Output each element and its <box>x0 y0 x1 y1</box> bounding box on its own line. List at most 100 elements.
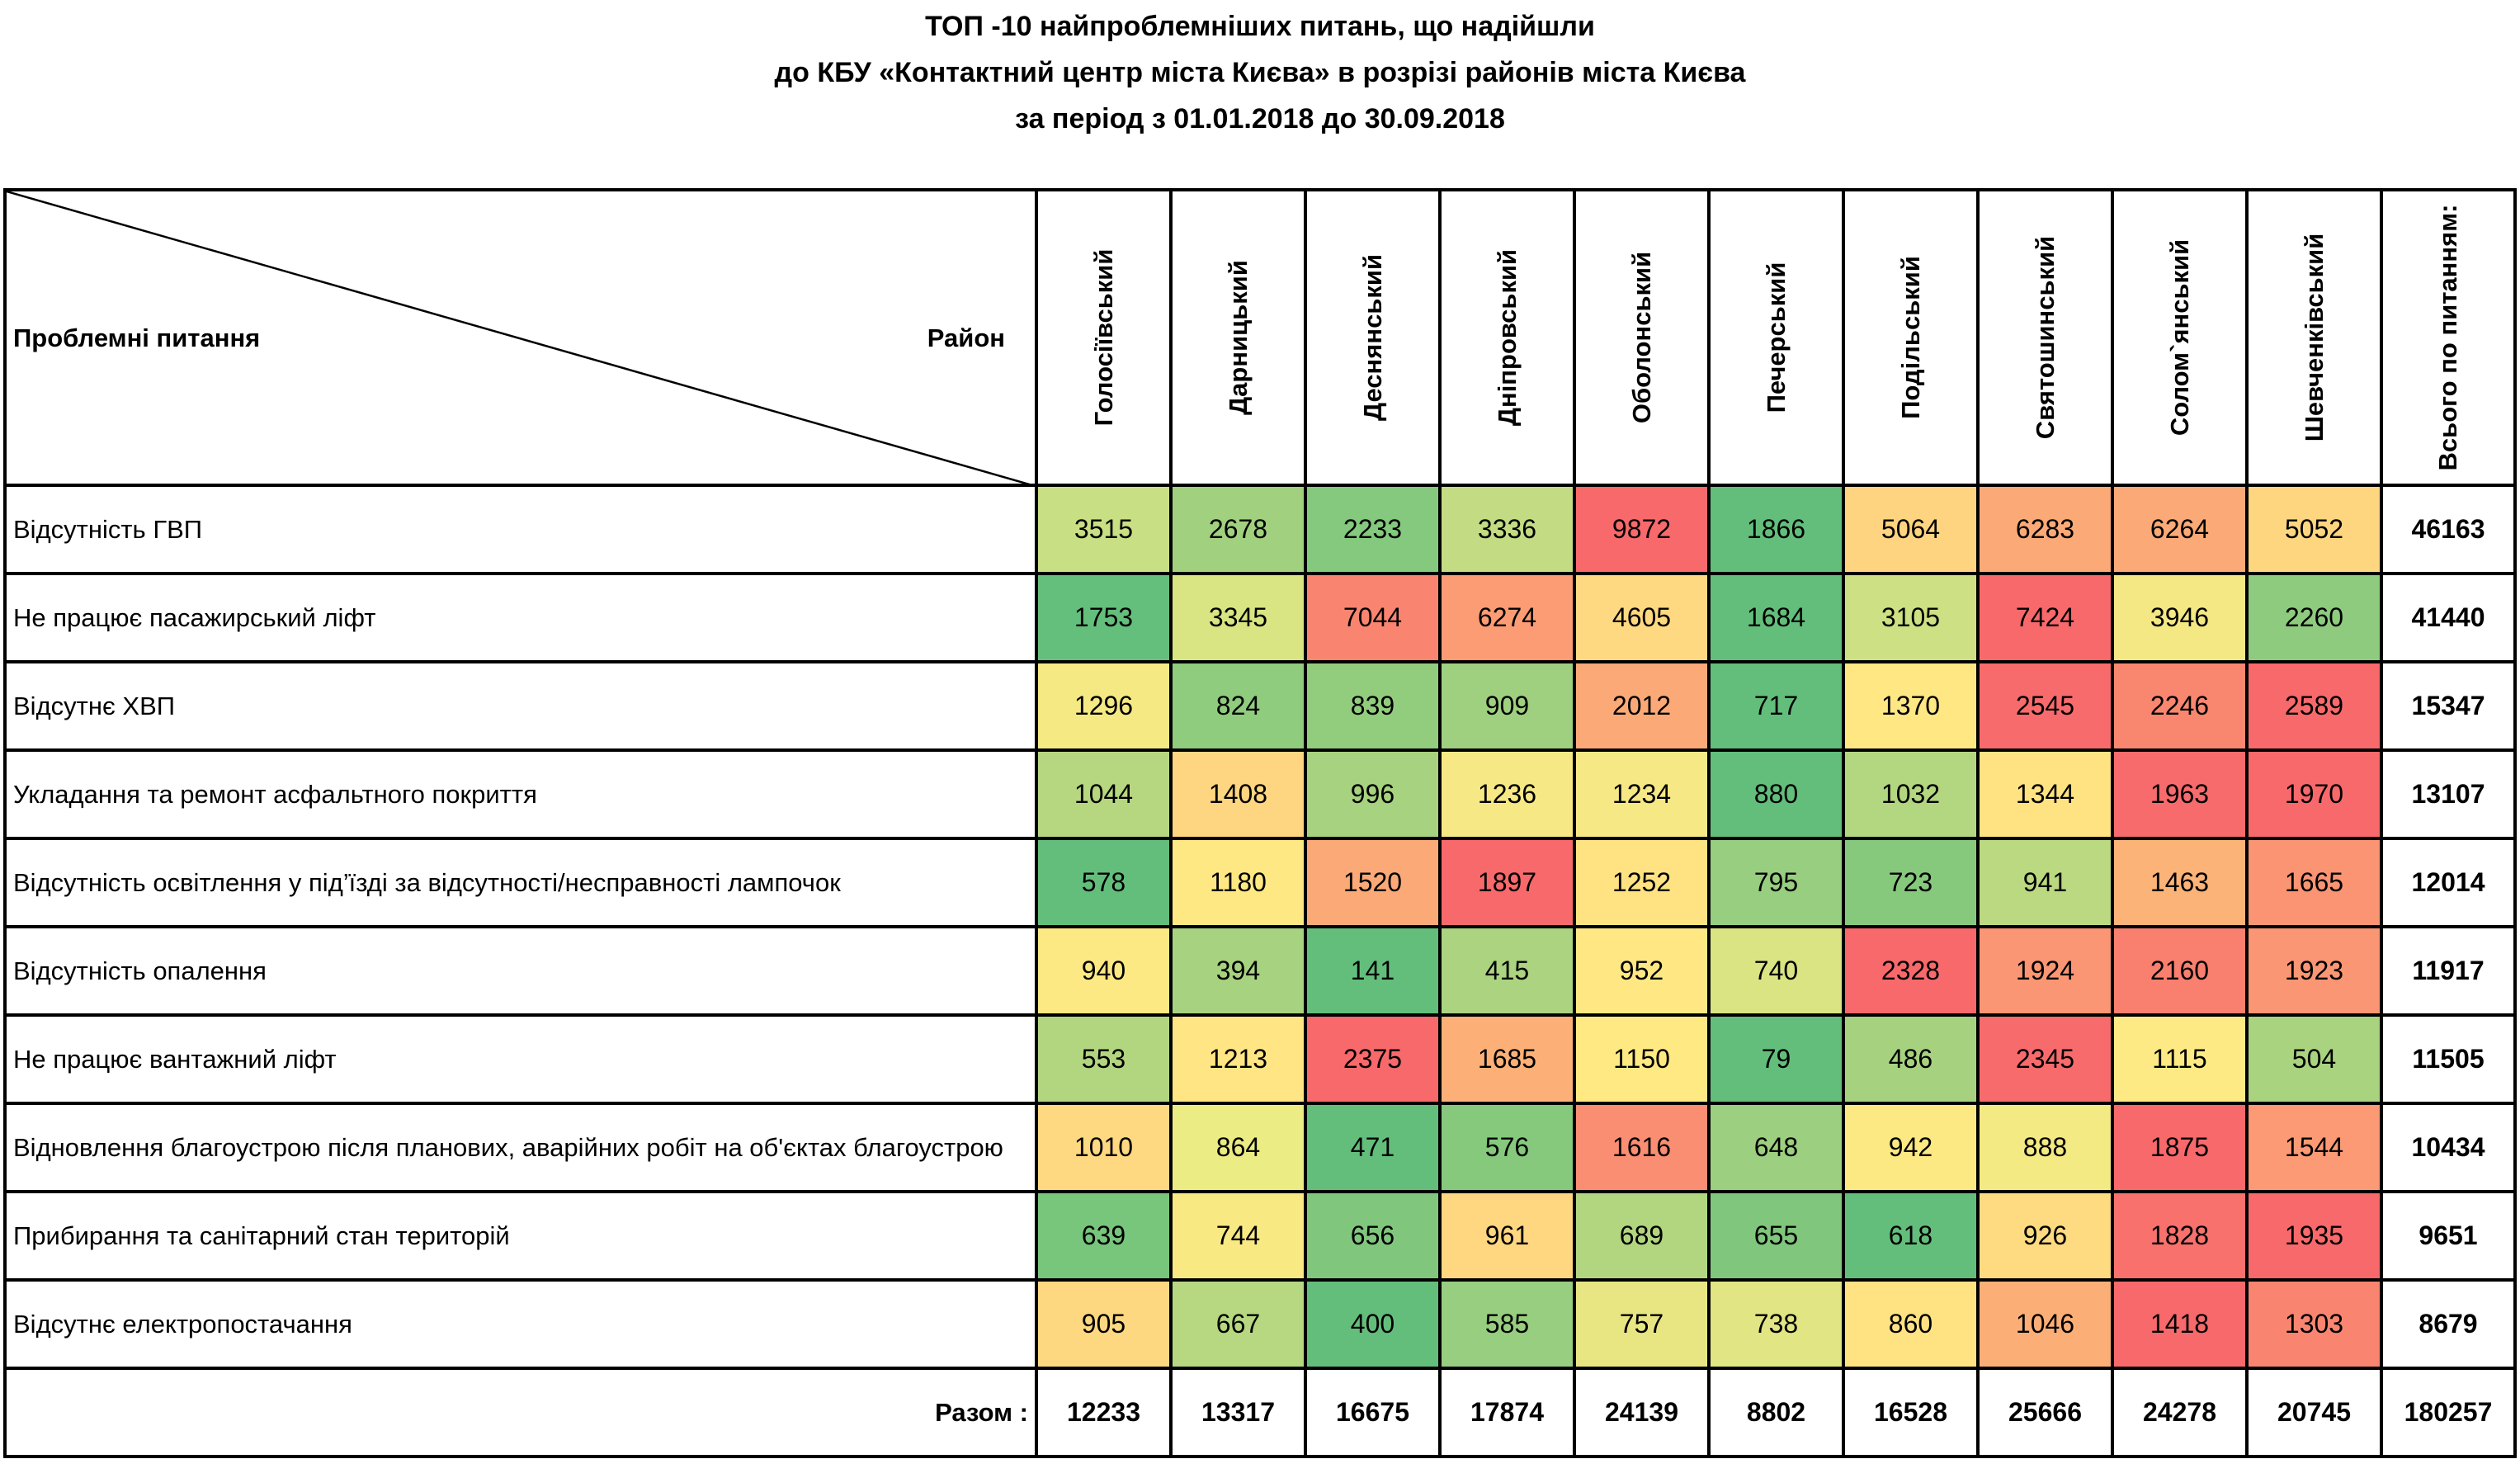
value-cell: 1963 <box>2111 748 2249 840</box>
value-cell: 864 <box>1169 1102 1307 1193</box>
value-cell: 1685 <box>1438 1013 1576 1105</box>
totals-label: Разом : <box>3 1367 1038 1458</box>
table-row: Не працює вантажний ліфт 553 1213 2375 1685 1… <box>3 1013 2517 1105</box>
value-cell: 655 <box>1707 1190 1845 1282</box>
value-cell: 996 <box>1304 748 1442 840</box>
value-cell: 1935 <box>2245 1190 2383 1282</box>
district-header-label: Солом`янський <box>2164 238 2194 437</box>
value-cell: 667 <box>1169 1278 1307 1370</box>
value-cell: 1875 <box>2111 1102 2249 1193</box>
district-header: Шевченківський <box>2245 188 2383 487</box>
district-header: Оболонський <box>1573 188 1711 487</box>
value-cell: 415 <box>1438 925 1576 1017</box>
table-row: Прибирання та санітарний стан територій 6… <box>3 1190 2517 1282</box>
district-header: Дарницький <box>1169 188 1307 487</box>
issues-axis-label: Проблемні питання <box>13 323 261 352</box>
district-header: Печерський <box>1707 188 1845 487</box>
district-header: Деснянський <box>1304 188 1442 487</box>
value-cell: 1897 <box>1438 837 1576 928</box>
value-cell: 553 <box>1035 1013 1173 1105</box>
value-cell: 1753 <box>1035 572 1173 663</box>
title-line-3: за період з 01.01.2018 до 30.09.2018 <box>1015 103 1505 135</box>
district-header: Дніпровський <box>1438 188 1576 487</box>
value-cell: 1923 <box>2245 925 2383 1017</box>
table-row: Відсутність освітлення у під’їзді за від… <box>3 837 2517 928</box>
value-cell: 3105 <box>1842 572 1980 663</box>
issues-by-district-table: Проблемні питання Район Голосіївський Дар… <box>3 188 2517 1458</box>
issue-name-cell: Відновлення благоустрою після планових, … <box>3 1102 1038 1193</box>
district-header-label: Подільський <box>1895 256 1925 419</box>
value-cell: 1044 <box>1035 748 1173 840</box>
value-cell: 1344 <box>1976 748 2114 840</box>
value-cell: 2246 <box>2111 660 2249 752</box>
value-cell: 656 <box>1304 1190 1442 1282</box>
value-cell: 824 <box>1169 660 1307 752</box>
issue-name-cell: Прибирання та санітарний стан територій <box>3 1190 1038 1282</box>
district-header-label: Шевченківський <box>2299 233 2329 442</box>
district-header: Солом`янський <box>2111 188 2249 487</box>
value-cell: 2375 <box>1304 1013 1442 1105</box>
row-total-cell: 10434 <box>2380 1102 2517 1193</box>
value-cell: 2678 <box>1169 484 1307 575</box>
value-cell: 888 <box>1976 1102 2114 1193</box>
value-cell: 618 <box>1842 1190 1980 1282</box>
table-row: Відновлення благоустрою після планових, … <box>3 1102 2517 1193</box>
value-cell: 1252 <box>1573 837 1711 928</box>
district-total-cell: 12233 <box>1035 1367 1173 1458</box>
value-cell: 471 <box>1304 1102 1442 1193</box>
issue-name-cell: Відсутнє електропостачання <box>3 1278 1038 1370</box>
value-cell: 860 <box>1842 1278 1980 1370</box>
table-row: Укладання та ремонт асфальтного покриття… <box>3 748 2517 840</box>
value-cell: 926 <box>1976 1190 2114 1282</box>
district-total-cell: 16675 <box>1304 1367 1442 1458</box>
value-cell: 576 <box>1438 1102 1576 1193</box>
title-line-2: до КБУ «Контактний центр міста Києва» в … <box>774 57 1746 88</box>
value-cell: 3345 <box>1169 572 1307 663</box>
issue-name-cell: Не працює пасажирський ліфт <box>3 572 1038 663</box>
value-cell: 740 <box>1707 925 1845 1017</box>
row-total-cell: 41440 <box>2380 572 2517 663</box>
header-row: Проблемні питання Район Голосіївський Дар… <box>3 188 2517 487</box>
value-cell: 1115 <box>2111 1013 2249 1105</box>
value-cell: 905 <box>1035 1278 1173 1370</box>
row-total-cell: 15347 <box>2380 660 2517 752</box>
district-header-label: Оболонський <box>1626 251 1656 424</box>
issue-name-cell: Відсутність освітлення у під’їзді за від… <box>3 837 1038 928</box>
value-cell: 3336 <box>1438 484 1576 575</box>
total-by-issue-header: Всього по питанням: <box>2380 188 2517 487</box>
value-cell: 1418 <box>2111 1278 2249 1370</box>
value-cell: 639 <box>1035 1190 1173 1282</box>
value-cell: 1150 <box>1573 1013 1711 1105</box>
value-cell: 1463 <box>2111 837 2249 928</box>
value-cell: 5052 <box>2245 484 2383 575</box>
district-total-cell: 24139 <box>1573 1367 1711 1458</box>
district-total-cell: 17874 <box>1438 1367 1576 1458</box>
value-cell: 880 <box>1707 748 1845 840</box>
value-cell: 942 <box>1842 1102 1980 1193</box>
value-cell: 940 <box>1035 925 1173 1017</box>
row-total-cell: 9651 <box>2380 1190 2517 1282</box>
district-header-label: Печерський <box>1761 262 1791 413</box>
issue-name-cell: Не працює вантажний ліфт <box>3 1013 1038 1105</box>
row-total-cell: 11917 <box>2380 925 2517 1017</box>
table-row: Відсутність опалення 940 394 141 415 952 740 23… <box>3 925 2517 1017</box>
value-cell: 839 <box>1304 660 1442 752</box>
issue-name-cell: Відсутнє ХВП <box>3 660 1038 752</box>
value-cell: 2260 <box>2245 572 2383 663</box>
row-total-cell: 46163 <box>2380 484 2517 575</box>
district-total-cell: 8802 <box>1707 1367 1845 1458</box>
district-header-label: Дніпровський <box>1492 248 1522 427</box>
district-header-label: Дарницький <box>1223 260 1253 415</box>
value-cell: 1408 <box>1169 748 1307 840</box>
value-cell: 394 <box>1169 925 1307 1017</box>
total-by-issue-header-label: Всього по питанням: <box>2433 204 2462 471</box>
issue-name-cell: Відсутність опалення <box>3 925 1038 1017</box>
issue-name-cell: Укладання та ремонт асфальтного покриття <box>3 748 1038 840</box>
value-cell: 504 <box>2245 1013 2383 1105</box>
row-total-cell: 11505 <box>2380 1013 2517 1105</box>
value-cell: 585 <box>1438 1278 1576 1370</box>
value-cell: 1866 <box>1707 484 1845 575</box>
value-cell: 3515 <box>1035 484 1173 575</box>
value-cell: 578 <box>1035 837 1173 928</box>
value-cell: 1370 <box>1842 660 1980 752</box>
